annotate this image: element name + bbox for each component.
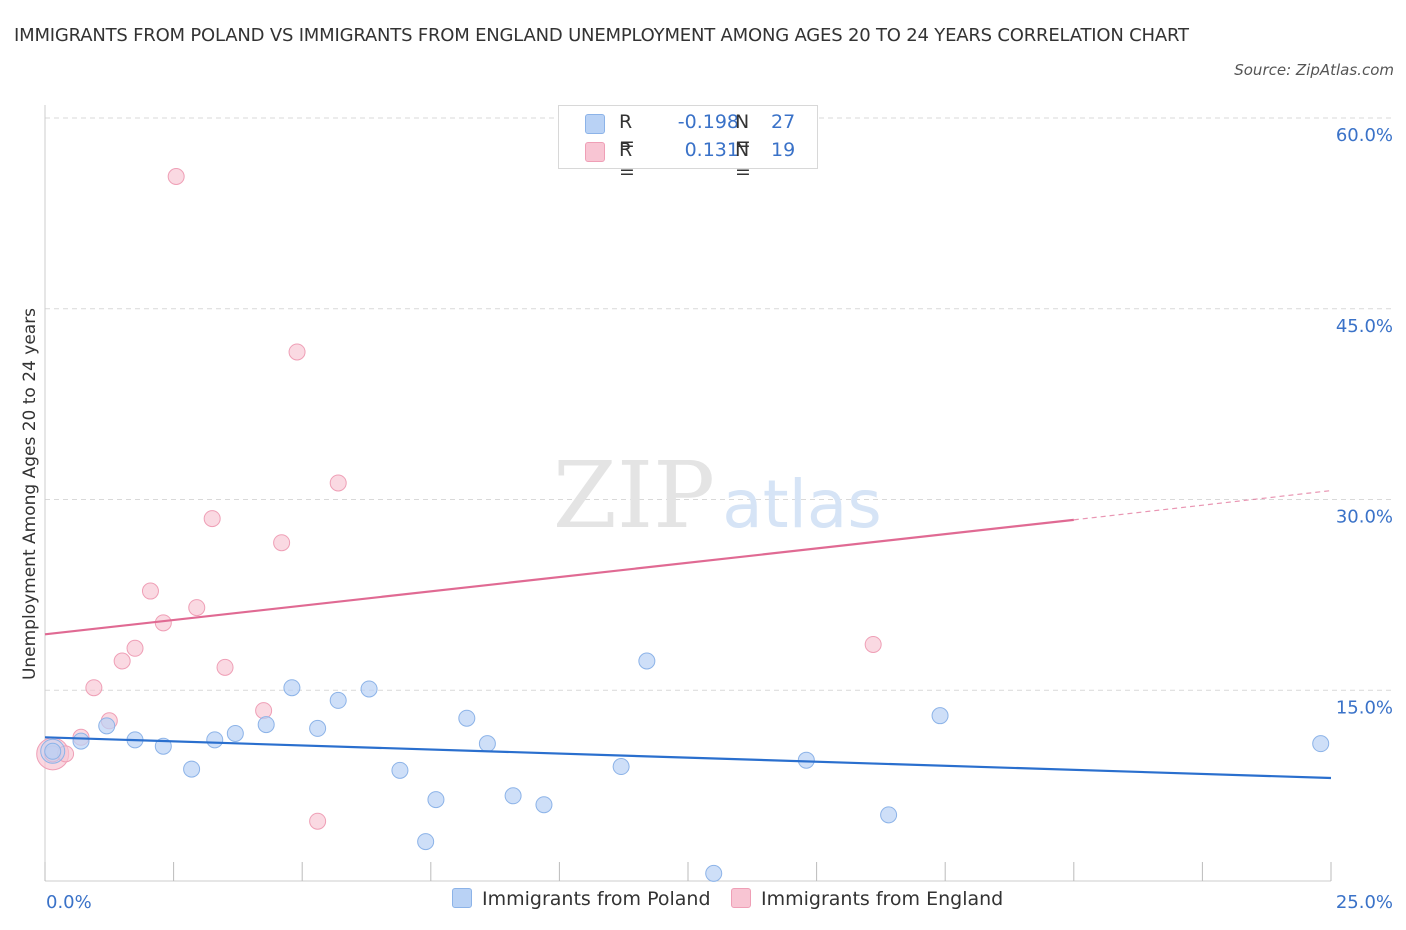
poland-point bbox=[478, 735, 496, 753]
watermark-zip: ZIP bbox=[553, 442, 715, 549]
y-tick-label: 60.0% bbox=[1336, 125, 1393, 146]
poland-point bbox=[44, 742, 62, 760]
poland-point bbox=[257, 716, 275, 734]
poland-point bbox=[504, 787, 522, 805]
poland-point bbox=[931, 707, 949, 725]
legend-n-value-poland: 27 bbox=[771, 111, 796, 133]
england-point bbox=[288, 343, 306, 361]
x-tick-label: 0.0% bbox=[46, 892, 92, 913]
poland-point bbox=[427, 791, 445, 809]
poland-point bbox=[458, 709, 476, 727]
england-point bbox=[126, 639, 144, 657]
y-tick-label: 30.0% bbox=[1336, 507, 1393, 528]
legend-r-value-england: 0.131 bbox=[684, 139, 739, 161]
legend-n-label: N = bbox=[735, 139, 751, 183]
england-point bbox=[188, 599, 206, 617]
poland-point bbox=[183, 760, 201, 778]
bottom-legend-label-poland: Immigrants from Poland bbox=[482, 888, 711, 910]
bottom-legend-swatch-england bbox=[731, 888, 751, 908]
chart-title: IMMIGRANTS FROM POLAND VS IMMIGRANTS FRO… bbox=[14, 25, 1189, 46]
chart-source: Source: ZipAtlas.com bbox=[1234, 61, 1394, 79]
england-point bbox=[329, 474, 347, 492]
legend-swatch-poland bbox=[585, 114, 605, 134]
england-point bbox=[216, 658, 234, 676]
bottom-legend-england: Immigrants from England bbox=[731, 888, 1003, 910]
legend-n-label: N = bbox=[735, 111, 751, 155]
y-axis-label: Unemployment Among Ages 20 to 24 years bbox=[20, 307, 40, 681]
trend-lines bbox=[44, 490, 1332, 780]
correlation-legend: R = -0.198 N = 27 R = 0.131 N = 19 bbox=[558, 105, 818, 183]
poland-point bbox=[98, 717, 116, 735]
legend-r-label: R = bbox=[619, 139, 635, 183]
watermark: ZIP atlas bbox=[553, 442, 882, 549]
poland-point bbox=[638, 652, 656, 670]
legend-n-value-england: 19 bbox=[771, 139, 796, 161]
poland-point bbox=[535, 796, 553, 814]
poland-point bbox=[705, 864, 723, 882]
england-point bbox=[113, 652, 131, 670]
poland-points bbox=[40, 652, 1330, 882]
y-tick-label: 45.0% bbox=[1336, 316, 1393, 337]
bottom-legend-swatch-poland bbox=[452, 888, 472, 908]
poland-point bbox=[309, 719, 327, 737]
poland-point bbox=[283, 679, 301, 697]
watermark-atlas: atlas bbox=[722, 466, 882, 543]
x-tick-label: 25.0% bbox=[1336, 892, 1393, 913]
legend-swatch-england bbox=[585, 142, 605, 162]
poland-point bbox=[226, 724, 244, 742]
england-trend-line bbox=[44, 518, 1074, 636]
poland-point bbox=[880, 806, 898, 824]
grid-lines bbox=[45, 117, 1392, 691]
legend-r-label: R = bbox=[619, 111, 635, 155]
poland-point bbox=[1312, 735, 1330, 753]
england-point bbox=[309, 812, 327, 830]
bottom-legend-poland: Immigrants from Poland bbox=[452, 888, 711, 910]
poland-point bbox=[417, 833, 435, 851]
england-point bbox=[141, 582, 159, 600]
england-point bbox=[255, 702, 273, 720]
poland-point bbox=[72, 732, 90, 750]
poland-trend-line bbox=[44, 736, 1332, 780]
england-point bbox=[85, 679, 103, 697]
poland-point bbox=[612, 758, 630, 776]
tick-labels: 0.0% 25.0% 15.0% 30.0% 45.0% 60.0% bbox=[46, 125, 1393, 913]
bottom-legend-label-england: Immigrants from England bbox=[761, 888, 1004, 910]
england-point bbox=[864, 635, 882, 653]
legend-r-value-poland: -0.198 bbox=[677, 111, 739, 133]
poland-point bbox=[360, 680, 378, 698]
poland-point bbox=[206, 731, 224, 749]
poland-point bbox=[391, 761, 409, 779]
england-trend-extension bbox=[1073, 490, 1332, 521]
poland-point bbox=[329, 691, 347, 709]
england-point bbox=[167, 167, 185, 185]
england-point bbox=[203, 510, 221, 528]
england-point bbox=[273, 534, 291, 552]
y-tick-label: 15.0% bbox=[1336, 697, 1393, 718]
